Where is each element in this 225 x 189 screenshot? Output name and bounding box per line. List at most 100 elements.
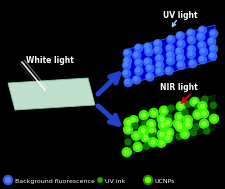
Circle shape — [133, 77, 137, 81]
Circle shape — [175, 32, 183, 40]
Circle shape — [146, 74, 150, 78]
Circle shape — [187, 52, 191, 56]
Circle shape — [186, 29, 194, 37]
Circle shape — [126, 121, 130, 125]
Circle shape — [135, 60, 139, 64]
Circle shape — [177, 125, 181, 129]
Circle shape — [141, 120, 147, 126]
Circle shape — [172, 119, 181, 128]
Circle shape — [165, 68, 169, 72]
Circle shape — [124, 50, 128, 54]
Text: NIR light: NIR light — [159, 83, 197, 92]
Circle shape — [203, 128, 209, 134]
Circle shape — [151, 111, 155, 115]
Circle shape — [3, 176, 12, 184]
Circle shape — [156, 69, 160, 73]
Circle shape — [145, 49, 149, 53]
Circle shape — [155, 55, 162, 63]
Circle shape — [207, 38, 215, 46]
Circle shape — [122, 148, 131, 157]
Circle shape — [189, 61, 193, 65]
Circle shape — [131, 131, 140, 140]
Circle shape — [157, 130, 166, 139]
Circle shape — [145, 64, 153, 73]
Circle shape — [148, 138, 157, 147]
Circle shape — [198, 56, 206, 64]
Circle shape — [187, 30, 191, 34]
Circle shape — [188, 60, 196, 68]
Circle shape — [209, 45, 216, 53]
Circle shape — [153, 46, 161, 54]
Circle shape — [175, 47, 183, 56]
Circle shape — [199, 48, 207, 56]
Circle shape — [143, 58, 151, 66]
Circle shape — [190, 129, 196, 136]
Circle shape — [182, 120, 191, 129]
Circle shape — [131, 122, 137, 129]
Circle shape — [124, 78, 132, 87]
Circle shape — [145, 73, 153, 81]
Circle shape — [123, 118, 132, 127]
Circle shape — [192, 110, 201, 119]
Circle shape — [201, 96, 207, 102]
Circle shape — [177, 55, 181, 59]
Circle shape — [165, 121, 169, 125]
Circle shape — [197, 34, 201, 38]
Circle shape — [176, 54, 184, 62]
Text: UCNPs: UCNPs — [154, 179, 175, 184]
Circle shape — [176, 33, 180, 37]
Circle shape — [197, 26, 205, 34]
Circle shape — [185, 123, 189, 127]
Circle shape — [209, 102, 215, 108]
Circle shape — [199, 57, 203, 61]
Circle shape — [157, 115, 166, 123]
Circle shape — [143, 43, 151, 51]
Circle shape — [188, 46, 192, 50]
Circle shape — [183, 115, 191, 125]
Circle shape — [200, 104, 203, 108]
Circle shape — [159, 132, 163, 136]
Circle shape — [149, 129, 153, 133]
Circle shape — [197, 41, 205, 49]
Circle shape — [199, 109, 208, 118]
Circle shape — [189, 97, 198, 106]
Circle shape — [177, 115, 180, 119]
Circle shape — [209, 114, 217, 123]
Circle shape — [123, 49, 131, 57]
Circle shape — [148, 108, 157, 118]
Circle shape — [176, 61, 184, 69]
Circle shape — [156, 56, 160, 60]
Circle shape — [144, 48, 152, 56]
Circle shape — [181, 109, 187, 115]
Circle shape — [175, 122, 179, 126]
Circle shape — [132, 51, 140, 59]
Circle shape — [166, 35, 174, 43]
Circle shape — [134, 59, 142, 67]
Circle shape — [159, 141, 163, 145]
Circle shape — [211, 117, 215, 121]
Circle shape — [125, 80, 128, 84]
Circle shape — [135, 145, 139, 149]
Circle shape — [123, 57, 131, 65]
Circle shape — [177, 41, 181, 45]
Circle shape — [153, 40, 161, 48]
Text: UV ink: UV ink — [105, 179, 125, 184]
Circle shape — [126, 127, 130, 132]
Circle shape — [123, 125, 132, 134]
Circle shape — [167, 36, 171, 40]
Circle shape — [162, 118, 171, 127]
Circle shape — [185, 118, 189, 122]
Circle shape — [161, 108, 165, 113]
Circle shape — [134, 142, 140, 147]
Circle shape — [187, 45, 195, 53]
Circle shape — [122, 61, 130, 70]
Circle shape — [166, 57, 174, 65]
Circle shape — [97, 177, 102, 183]
Circle shape — [158, 121, 167, 130]
Circle shape — [131, 118, 135, 122]
Circle shape — [186, 50, 194, 59]
Circle shape — [166, 130, 171, 135]
Polygon shape — [124, 25, 214, 85]
Circle shape — [146, 120, 155, 129]
Circle shape — [156, 138, 165, 147]
